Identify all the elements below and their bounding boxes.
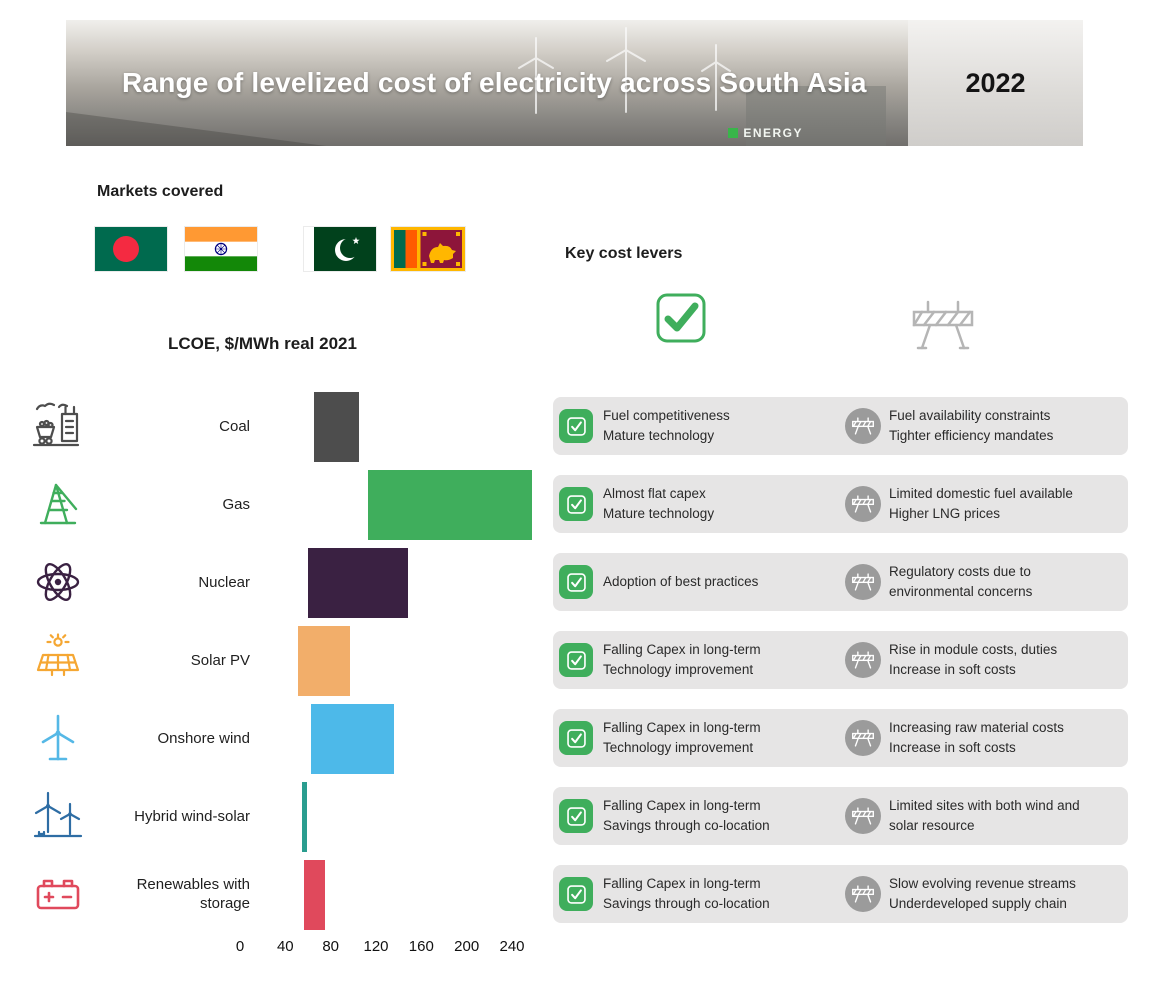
lever-row-7: Falling Capex in long-term Savings throu…: [553, 865, 1128, 923]
cons-text: Limited sites with both wind and solar r…: [889, 797, 1080, 833]
x-tick-label: 120: [363, 938, 389, 955]
category-label-gas: Gas: [222, 495, 250, 513]
lever-row-1: Fuel competitiveness Mature technology F…: [553, 397, 1128, 455]
bar-renewables-with-storage: [303, 860, 325, 930]
checkbox-icon: [559, 799, 593, 833]
category-label-onshore-wind: Onshore wind: [157, 729, 250, 747]
x-tick-label: 40: [276, 938, 294, 955]
pros-text: Falling Capex in long-term Technology im…: [603, 641, 761, 677]
coal-icon: [30, 398, 86, 454]
nuclear-icon: [30, 554, 86, 610]
flag-pakistan: [304, 227, 376, 271]
category-label-solar-pv: Solar PV: [190, 651, 250, 669]
pros-text: Adoption of best practices: [603, 573, 759, 589]
wind-turbines-photo-decoration: [66, 27, 886, 146]
x-tick-label: 0: [235, 938, 245, 955]
page-title: Range of levelized cost of electricity a…: [122, 67, 867, 98]
lever-row-3: Adoption of best practices Regulatory co…: [553, 553, 1128, 611]
cons-text: Increasing raw material costs Increase i…: [889, 719, 1064, 755]
barrier-icon: [845, 408, 881, 444]
year-badge: 2022: [908, 20, 1083, 146]
flag-sri-lanka: [391, 227, 465, 271]
energy-logo-icon: [728, 128, 739, 138]
key-cost-levers-heading: Key cost levers: [565, 245, 683, 262]
pros-text: Fuel competitiveness Mature technology: [603, 407, 730, 443]
checkbox-icon: [559, 487, 593, 521]
flag-bangladesh: [95, 227, 167, 271]
pros-text: Falling Capex in long-term Savings throu…: [603, 875, 770, 911]
header-photo: Range of levelized cost of electricity a…: [66, 20, 908, 146]
barrier-icon: [845, 798, 881, 834]
energy-sign-text: ENERGY: [743, 126, 803, 140]
barrier-icon: [845, 564, 881, 600]
checkbox-icon: [559, 565, 593, 599]
cons-text: Slow evolving revenue streams Underdevel…: [889, 875, 1076, 911]
chart-title: LCOE, $/MWh real 2021: [168, 334, 357, 353]
cons-text: Limited domestic fuel available Higher L…: [889, 485, 1073, 521]
x-tick-label: 240: [499, 938, 525, 955]
energy-sign: ENERGY: [728, 126, 803, 140]
bar-nuclear: [308, 548, 408, 618]
category-label-hybrid-wind-solar: Hybrid wind-solar: [134, 807, 250, 825]
barrier-icon: [845, 876, 881, 912]
category-label-renewables-with-storage: Renewables with storage: [136, 876, 250, 912]
bar-hybrid-wind-solar: [302, 782, 307, 852]
cons-text: Rise in module costs, duties Increase in…: [889, 641, 1058, 677]
category-label-coal: Coal: [219, 417, 250, 435]
barrier-icon: [845, 720, 881, 756]
checkbox-icon: [559, 409, 593, 443]
onshore-wind-icon: [30, 710, 86, 766]
lever-row-4: Falling Capex in long-term Technology im…: [553, 631, 1128, 689]
flags-row: [95, 227, 475, 273]
x-tick-label: 200: [454, 938, 480, 955]
markets-covered-heading: Markets covered: [97, 183, 224, 200]
cons-text: Fuel availability constraints Tighter ef…: [889, 407, 1054, 443]
barriers-barrier-icon: [908, 296, 978, 357]
checkbox-icon: [559, 643, 593, 677]
pros-text: Falling Capex in long-term Savings throu…: [603, 797, 770, 833]
header-banner: Range of levelized cost of electricity a…: [66, 20, 1083, 146]
bar-coal: [313, 392, 359, 462]
checkbox-icon: [559, 721, 593, 755]
barrier-icon: [845, 486, 881, 522]
x-tick-label: 160: [408, 938, 434, 955]
gas-icon: [30, 476, 86, 532]
x-tick-label: 80: [322, 938, 340, 955]
checkbox-icon: [559, 877, 593, 911]
battery-storage-icon: [30, 866, 86, 922]
lever-row-6: Falling Capex in long-term Savings throu…: [553, 787, 1128, 845]
flag-india: [185, 227, 257, 271]
lever-row-2: Almost flat capex Mature technology Limi…: [553, 475, 1128, 533]
pros-text: Falling Capex in long-term Technology im…: [603, 719, 761, 755]
enablers-check-icon: [655, 292, 707, 349]
bar-onshore-wind: [311, 704, 395, 774]
category-label-nuclear: Nuclear: [198, 573, 250, 591]
bar-solar-pv: [297, 626, 350, 696]
hybrid-wind-solar-icon: [30, 788, 86, 844]
pros-text: Almost flat capex Mature technology: [603, 485, 715, 521]
cons-text: Regulatory costs due to environmental co…: [889, 563, 1033, 599]
solar-pv-icon: [30, 632, 86, 688]
lever-row-5: Falling Capex in long-term Technology im…: [553, 709, 1128, 767]
barrier-icon: [845, 642, 881, 678]
bar-gas: [368, 470, 533, 540]
